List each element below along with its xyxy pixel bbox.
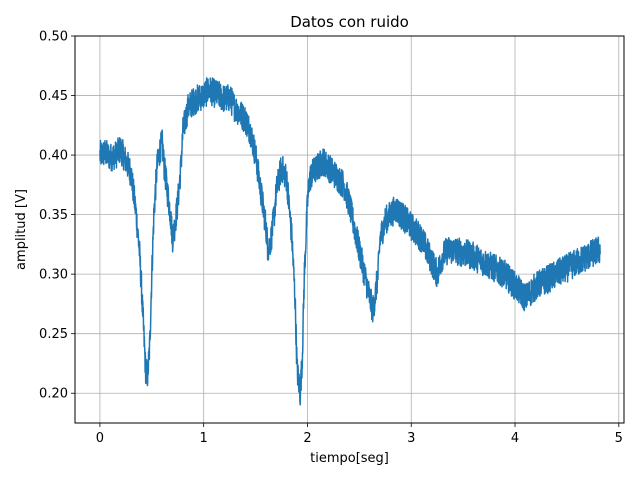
y-axis-label: amplitud [V] — [14, 189, 29, 270]
x-tick-label: 2 — [303, 431, 311, 446]
x-axis-label: tiempo[seg] — [310, 451, 389, 466]
x-tick-label: 1 — [200, 431, 208, 446]
series-line — [99, 77, 601, 406]
x-tick-label: 0 — [96, 431, 104, 446]
x-tick-label: 4 — [511, 431, 519, 446]
x-axis-ticks: 0 1 2 3 4 5 — [96, 423, 623, 446]
y-tick-label: 0.50 — [39, 30, 68, 45]
x-tick-label: 5 — [615, 431, 623, 446]
y-tick-label: 0.40 — [39, 149, 68, 164]
grid — [75, 35, 624, 423]
x-tick-label: 3 — [407, 431, 415, 446]
chart-title: Datos con ruido — [290, 13, 409, 31]
plot-area — [99, 77, 601, 406]
y-tick-label: 0.20 — [39, 387, 68, 402]
y-tick-label: 0.35 — [39, 208, 68, 223]
axes-frame — [74, 35, 625, 424]
y-tick-label: 0.25 — [39, 327, 68, 342]
y-tick-label: 0.30 — [39, 268, 68, 283]
y-axis-ticks: 0.20 0.25 0.30 0.35 0.40 0.45 0.50 — [39, 30, 75, 402]
y-tick-label: 0.45 — [39, 89, 68, 104]
